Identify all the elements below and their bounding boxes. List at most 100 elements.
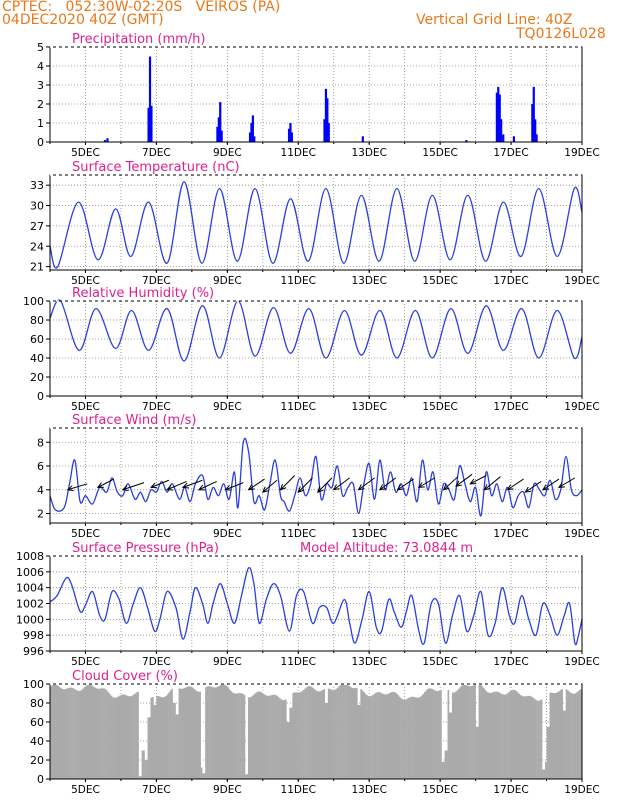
cloud-bar	[270, 695, 272, 779]
cloud-bar	[474, 684, 476, 779]
cloud-bar	[206, 686, 209, 779]
cloud-bar	[199, 691, 201, 779]
y-tick-label: 40	[30, 352, 44, 365]
cloud-bar	[527, 695, 529, 779]
cloud-bar	[82, 688, 85, 779]
cloud-bar	[256, 691, 259, 779]
cloud-bar	[103, 688, 105, 779]
cloud-bar	[224, 684, 227, 779]
cloud-bar	[276, 695, 278, 779]
cloud-bar	[415, 697, 417, 779]
cloud-bar	[187, 686, 190, 779]
precip-bar	[148, 56, 152, 142]
cloud-bar	[188, 686, 191, 779]
cloud-bar	[51, 685, 54, 779]
wind-vector	[182, 479, 203, 488]
precip-bar	[287, 128, 291, 142]
cloud-bar	[292, 692, 295, 779]
cloud-bar	[183, 688, 185, 779]
cloud-bar	[113, 697, 116, 779]
wind-vector	[507, 478, 524, 491]
wind-vector	[379, 477, 397, 491]
cloud-bar	[58, 687, 61, 779]
cloud-bar	[410, 696, 413, 779]
cloud-bar	[250, 696, 253, 779]
wind-arrowhead	[247, 484, 255, 491]
wind-arrowhead	[332, 484, 340, 491]
cloud-bar	[271, 694, 274, 779]
cloud-bar	[166, 694, 169, 779]
cloud-bar	[50, 686, 52, 779]
cloud-bar	[485, 691, 488, 779]
cloud-bar	[548, 726, 550, 779]
cloud-bar	[491, 692, 494, 779]
wind-arrowhead	[469, 478, 477, 485]
cloud-bar	[388, 693, 391, 779]
cloud-bar	[379, 692, 382, 779]
y-tick-label: 6	[37, 460, 44, 473]
precip-bar	[250, 123, 253, 142]
y-tick-label: 2	[37, 98, 44, 111]
cloud-bar	[180, 688, 182, 779]
precip-bar	[248, 132, 252, 142]
cloud-bar	[52, 684, 55, 779]
temp-line	[49, 181, 583, 269]
cloud-bar	[73, 688, 76, 779]
cloud-bar	[219, 684, 222, 779]
cloud-bar	[456, 690, 459, 779]
cloud-bar	[372, 694, 374, 779]
cloud-bar	[416, 697, 419, 779]
wind-arrowhead	[224, 484, 232, 491]
cloud-bar	[208, 686, 210, 779]
wind-vector	[225, 482, 244, 491]
wind-arrowhead	[542, 484, 549, 491]
precip-bar	[534, 119, 537, 142]
cloud-bar	[131, 695, 133, 779]
y-tick-label: 100	[23, 295, 44, 308]
cloud-bar	[239, 693, 241, 779]
x-tick-label: 5DEC	[71, 656, 100, 668]
cloud-bar	[293, 692, 296, 779]
cloud-bar	[565, 689, 568, 779]
cloud-bar	[450, 712, 453, 779]
precip-bar	[502, 134, 505, 142]
rh-line	[49, 299, 583, 362]
cloud-bar	[279, 698, 281, 779]
precip-bar	[512, 136, 516, 142]
cloud-bar	[481, 686, 484, 779]
cloud-bar	[160, 697, 163, 779]
cloud-bar	[316, 690, 318, 779]
cloud-bar	[289, 707, 292, 779]
cloud-bar	[516, 692, 519, 779]
cloud-bar	[398, 696, 401, 779]
wind-vector	[484, 476, 501, 491]
cloud-bar	[215, 687, 218, 779]
cloud-bar	[75, 689, 77, 779]
cloud-bar	[323, 689, 326, 779]
cloud-bar	[465, 685, 467, 779]
cloud-bar	[412, 696, 414, 779]
y-tick-label: 20	[30, 754, 44, 767]
cloud-bar	[237, 693, 240, 779]
y-tick-label: 20	[30, 371, 44, 384]
cloud-bar	[576, 692, 578, 779]
cloud-bar	[122, 694, 125, 779]
cloud-bar	[568, 691, 571, 779]
cloud-bar	[55, 684, 58, 779]
wind-vector	[558, 477, 576, 488]
cloud-bar	[441, 761, 444, 779]
cloud-bar	[391, 691, 394, 779]
x-tick-label: 13DEC	[351, 275, 386, 287]
wind-arrowhead	[279, 483, 287, 491]
cloud-bar	[169, 690, 172, 779]
cloud-bar	[543, 769, 546, 779]
wind-vector	[198, 480, 217, 491]
cloud-bar	[159, 696, 162, 779]
cloud-bar	[277, 696, 280, 779]
cloud-bar	[537, 700, 540, 779]
precip-bar	[531, 104, 534, 142]
y-tick-label: 4	[37, 484, 44, 497]
cloud-bar	[389, 692, 392, 779]
x-tick-label: 9DEC	[213, 784, 242, 796]
cloud-bar	[437, 691, 439, 779]
